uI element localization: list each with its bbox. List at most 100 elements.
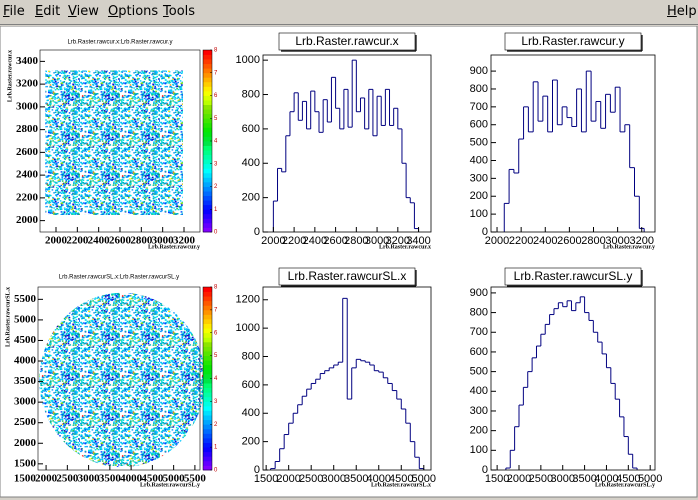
palette-band bbox=[203, 109, 212, 115]
y-tick-label: 600 bbox=[242, 379, 260, 391]
y-tick-label: 600 bbox=[470, 346, 488, 358]
palette-band bbox=[203, 86, 212, 92]
y-tick-label: 2000 bbox=[16, 214, 39, 226]
menu-item[interactable]: Tools bbox=[163, 4, 196, 19]
x-tick-label: 2000 bbox=[261, 235, 285, 247]
palette-band bbox=[203, 63, 212, 69]
x-tick-label: 3200 bbox=[173, 235, 196, 247]
z-tick-label: 7 bbox=[214, 70, 218, 76]
x-tick-label: 4000 bbox=[594, 473, 618, 485]
palette-band bbox=[203, 191, 212, 196]
y-tick-label: 900 bbox=[470, 287, 488, 299]
y-tick-label: 100 bbox=[470, 208, 488, 220]
x-tick-label: 2200 bbox=[66, 235, 89, 247]
palette-band bbox=[203, 163, 212, 169]
z-tick-label: 2 bbox=[214, 422, 218, 428]
menu-item[interactable]: Edit bbox=[35, 4, 61, 19]
palette-band bbox=[203, 328, 212, 334]
y-tick-label: 200 bbox=[470, 425, 488, 437]
y-tick-label: 3000 bbox=[14, 396, 37, 408]
palette-band bbox=[203, 209, 212, 215]
x-tick-label: 3500 bbox=[99, 473, 122, 485]
y-tick-label: 1200 bbox=[236, 294, 260, 306]
y-tick-label: 3000 bbox=[16, 100, 39, 112]
palette-band bbox=[203, 314, 212, 320]
chart-title: Lrb.Raster.rawcurSL.x:Lrb.Raster.rawcurS… bbox=[59, 275, 179, 281]
x-tick-label: 2800 bbox=[344, 235, 368, 247]
y-tick-label: 3500 bbox=[14, 375, 37, 387]
chart-title: Lrb.Raster.rawcurSL.x bbox=[288, 269, 407, 283]
y-tick-label: 2400 bbox=[16, 169, 39, 181]
palette-band bbox=[203, 447, 212, 453]
z-tick-label: 2 bbox=[214, 184, 218, 190]
palette-band bbox=[203, 104, 212, 110]
z-tick-label: 0 bbox=[214, 230, 218, 236]
x-tick-label: 3000 bbox=[321, 473, 345, 485]
palette-band bbox=[203, 77, 212, 83]
chart-title: Lrb.Raster.rawcurSL.y bbox=[514, 269, 633, 283]
x-tick-label: 1500 bbox=[254, 473, 278, 485]
canvas: 2000 2200 2400 2600 2800 3000 3200200022002400… bbox=[0, 26, 698, 498]
palette-band bbox=[203, 424, 212, 430]
palette-band bbox=[203, 90, 212, 96]
palette-band bbox=[203, 346, 212, 352]
y-tick-label: 2500 bbox=[14, 416, 37, 428]
palette-band bbox=[203, 213, 212, 219]
menu-item[interactable]: File bbox=[3, 4, 25, 19]
x-tick-label: 1500 bbox=[485, 473, 509, 485]
z-tick-label: 5 bbox=[214, 353, 218, 359]
palette-band bbox=[203, 332, 212, 338]
z-tick-label: 4 bbox=[214, 139, 218, 145]
x-tick-label: 4500 bbox=[616, 473, 640, 485]
x-tick-label: 2200 bbox=[282, 235, 306, 247]
x-tick-label: 3500 bbox=[572, 473, 596, 485]
y-tick-label: 200 bbox=[242, 436, 260, 448]
z-tick-label: 8 bbox=[214, 285, 218, 291]
palette-band bbox=[203, 159, 212, 165]
menu-item[interactable]: Help bbox=[667, 4, 697, 19]
palette-band bbox=[203, 204, 212, 210]
palette-band bbox=[203, 200, 212, 206]
palette-band bbox=[203, 401, 212, 407]
palette-band bbox=[203, 296, 212, 302]
y-tick-label: 5500 bbox=[14, 293, 37, 305]
x-tick-label: 4000 bbox=[367, 473, 391, 485]
palette-band bbox=[203, 145, 212, 151]
palette-band bbox=[203, 460, 212, 466]
y-tick-label: 3200 bbox=[16, 78, 39, 90]
palette-band bbox=[203, 428, 212, 434]
y-tick-label: 600 bbox=[242, 123, 260, 135]
x-tick-label: 2400 bbox=[88, 235, 111, 247]
frame bbox=[262, 286, 432, 471]
menu-item[interactable]: View bbox=[68, 4, 99, 19]
density-region bbox=[39, 292, 206, 468]
x-tick-label: 3000 bbox=[78, 473, 101, 485]
palette-band bbox=[203, 360, 212, 366]
palette-band bbox=[203, 351, 212, 357]
menu-item[interactable]: Options bbox=[108, 4, 159, 19]
palette-band bbox=[203, 437, 212, 443]
palette-band bbox=[203, 383, 212, 389]
z-tick-label: 1 bbox=[214, 445, 218, 451]
x-axis-title: Lrb.Raster.rawcurSL.y bbox=[595, 482, 655, 488]
frame bbox=[490, 54, 656, 233]
y-tick-label: 400 bbox=[470, 385, 488, 397]
x-axis-title: Lrb.Raster.rawcurSL.x bbox=[371, 482, 431, 488]
x-tick-label: 2600 bbox=[109, 235, 132, 247]
y-tick-label: 5000 bbox=[14, 313, 37, 325]
x-tick-label: 3000 bbox=[365, 235, 389, 247]
palette-band bbox=[203, 100, 212, 105]
palette-band bbox=[203, 451, 212, 457]
z-tick-label: 7 bbox=[214, 307, 218, 313]
y-tick-label: 2600 bbox=[16, 146, 39, 158]
x-tick-label: 1500 bbox=[14, 473, 37, 485]
palette-band bbox=[203, 309, 212, 315]
palette-band bbox=[203, 396, 212, 402]
y-tick-label: 900 bbox=[470, 65, 488, 77]
x-axis-title: Lrb.Raster.rawcur.y bbox=[148, 244, 200, 250]
x-tick-label: 5000 bbox=[163, 473, 186, 485]
density-region bbox=[45, 70, 183, 215]
palette-band bbox=[203, 287, 212, 292]
x-tick-label: 3400 bbox=[406, 235, 430, 247]
